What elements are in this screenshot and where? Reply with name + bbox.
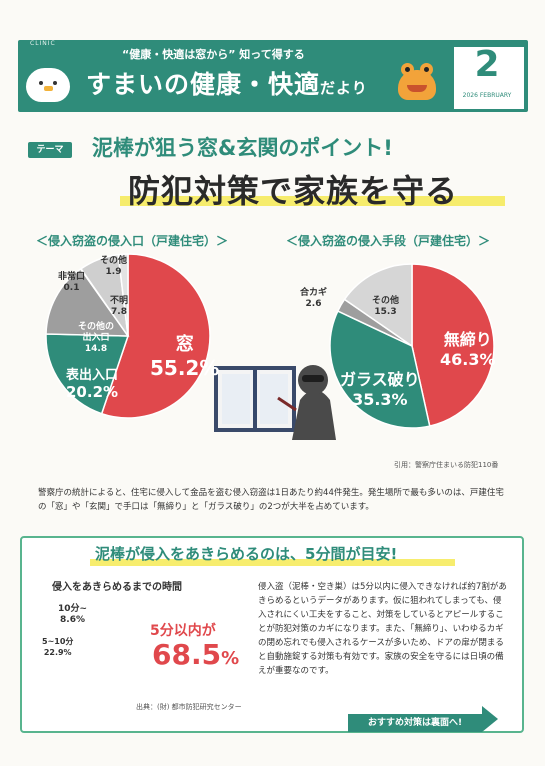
pie-entry-methods — [329, 263, 495, 429]
pie-slice — [343, 263, 413, 348]
issue-box — [452, 45, 526, 111]
frog-mascot-icon — [398, 63, 436, 100]
chart2-title: ＜侵入窃盗の侵入手段（戸建住宅）＞ — [286, 234, 491, 248]
theme-headline: 泥棒が狙う窓&玄関のポイント! — [92, 136, 393, 160]
c3-5-10-label: 5~10分 22.9% — [42, 637, 74, 657]
theme-badge: テーマ — [28, 142, 72, 158]
clinic-label: CLINIC — [30, 40, 56, 47]
c1-front-label: 表出入口 20.2% — [66, 368, 119, 401]
pie-slice — [117, 253, 129, 337]
header-banner — [18, 40, 528, 112]
window-illustration — [214, 366, 296, 432]
c2-other-label: その他 15.3 — [372, 296, 400, 317]
chart3-title: 侵入をあきらめるまでの時間 — [52, 582, 182, 593]
citation-police: 引用：警察庁住まいる防犯110番 — [394, 461, 499, 469]
see-back-button[interactable]: おすすめ対策は裏面へ! — [348, 714, 482, 732]
bottom-title: 泥棒が侵入をあきらめるのは、5分間が目安! — [95, 545, 398, 563]
issue-date: 2026 FEBRUARY — [462, 92, 512, 99]
c1-unknown-label: 不明 7.8 — [110, 296, 129, 317]
newsletter-title: すまいの健康・快適だより — [86, 65, 368, 101]
c2-glass-label: ガラス破り 35.3% — [340, 370, 420, 409]
pie-slice — [329, 310, 431, 429]
bottom-title-highlight — [90, 559, 455, 566]
c1-window-label: 窓 55.2% — [150, 334, 220, 380]
pie-entry-points — [45, 253, 211, 419]
c1-emergency-label: 非常口 0.1 — [58, 272, 86, 293]
c3-10min-label: 10分~ 8.6% — [58, 604, 88, 625]
issue-number: 2 — [474, 44, 500, 85]
bottom-panel — [20, 536, 524, 733]
c1-other-label: その他 1.9 — [100, 256, 128, 277]
burglar-icon — [277, 365, 336, 440]
bottom-paragraph: 侵入盗（泥棒・空き巣）は5分以内に侵入できなければ約7割があきらめるというデータ… — [258, 582, 507, 676]
c3-2min-label: ~2分 17.1% — [98, 606, 130, 627]
c3-2-5-label: 2~5分 51.4% — [74, 662, 120, 693]
title-highlight — [120, 196, 505, 206]
pie-slice — [45, 333, 130, 415]
c1-other-door-label: その他の 出入口 14.8 — [78, 322, 115, 354]
title-small: だより — [320, 79, 368, 97]
pie-slice — [411, 263, 495, 427]
c2-dupkey-label: 合カギ 2.6 — [300, 288, 328, 309]
pie-slice — [45, 268, 130, 337]
within5-value: 68.5% — [152, 638, 240, 671]
pie-slice — [100, 253, 211, 419]
title-main: すまいの健康・快適 — [86, 70, 321, 99]
c2-unlocked-label: 無締り 46.3% — [440, 330, 496, 369]
intro-paragraph: 警察庁の統計によると、住宅に侵入して金品を盗む侵入窃盗は1日あたり約44件発生。… — [38, 488, 504, 512]
bird-mascot-icon — [26, 68, 70, 102]
chart1-title: ＜侵入窃盗の侵入口（戸建住宅）＞ — [36, 234, 229, 248]
header-subtitle: “健康・快適は窓から” 知って得する — [122, 48, 305, 61]
citation-source: 出典：(財) 都市防犯研究センター — [136, 703, 242, 711]
within5-label: 5分以内が — [150, 623, 216, 639]
main-title: 防犯対策で家族を守る — [128, 172, 459, 210]
arrow-right-icon[interactable] — [482, 706, 498, 732]
